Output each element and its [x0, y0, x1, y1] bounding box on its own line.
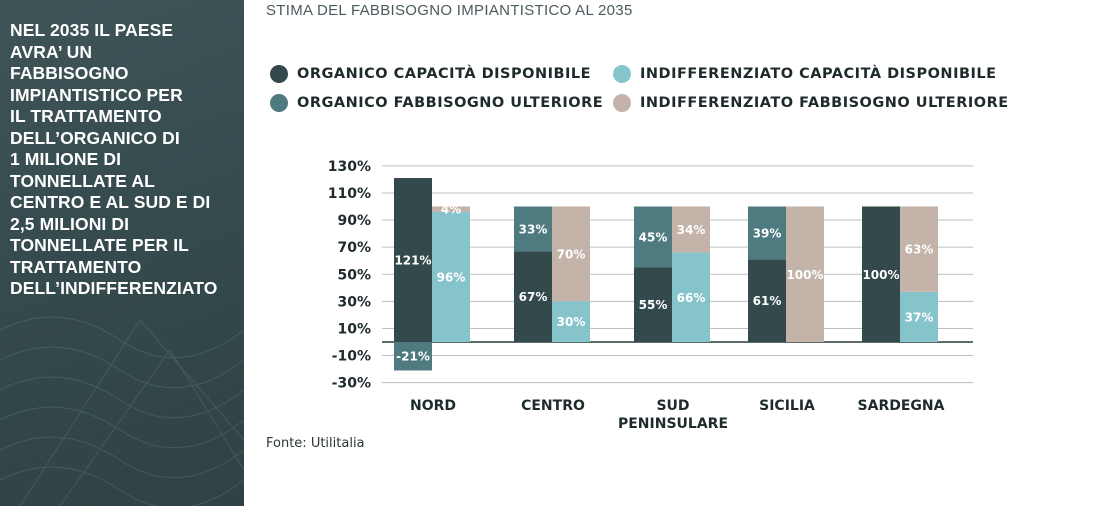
data-label: 66%: [677, 291, 706, 305]
data-label: 100%: [862, 268, 899, 282]
bar-segment: [432, 211, 470, 342]
y-tick-label: 130%: [328, 159, 371, 175]
legend-item-organico-disponibile: ORGANICO CAPACITÀ DISPONIBILE: [270, 65, 591, 83]
x-tick-label: PENINSULARE: [618, 416, 728, 432]
chart-title: STIMA DEL FABBISOGNO IMPIANTISTICO AL 20…: [266, 2, 633, 19]
y-tick-label: 110%: [328, 186, 371, 202]
data-label: 67%: [519, 290, 548, 304]
bar-segment: [514, 251, 552, 342]
bar-segment: [900, 291, 938, 342]
sidebar-headline: NEL 2035 IL PAESE AVRA’ UN FABBISOGNO IM…: [10, 20, 218, 298]
y-tick-label: -10%: [332, 349, 371, 365]
legend-label: ORGANICO FABBISOGNO ULTERIORE: [297, 95, 604, 111]
data-label: 33%: [519, 222, 548, 236]
legend-item-indiff-disponibile: INDIFFERENZIATO CAPACITÀ DISPONIBILE: [613, 65, 997, 83]
chart-legend: ORGANICO CAPACITÀ DISPONIBILE INDIFFEREN…: [266, 62, 1046, 122]
x-tick-label: CENTRO: [521, 398, 585, 414]
bar-segment: [394, 178, 432, 342]
bar-segment: [432, 206, 470, 212]
bar-segment: [672, 206, 710, 253]
bar-segment: [634, 206, 672, 268]
legend-swatch: [613, 94, 631, 112]
bar-segment: [900, 206, 938, 292]
bar-segment: [748, 206, 786, 260]
x-tick-label: SUD: [656, 398, 689, 414]
data-label: 61%: [753, 294, 782, 308]
x-tick-label: NORD: [410, 398, 456, 414]
bar-segment: [634, 267, 672, 342]
data-label: 121%: [394, 254, 431, 268]
sidebar-pattern: [0, 316, 244, 506]
y-tick-label: 50%: [337, 267, 371, 283]
legend-item-indiff-ulteriore: INDIFFERENZIATO FABBISOGNO ULTERIORE: [613, 94, 1009, 112]
data-label: 37%: [905, 310, 934, 324]
bar-segment: [552, 206, 590, 302]
legend-swatch: [613, 65, 631, 83]
data-label: 63%: [905, 243, 934, 257]
legend-label: ORGANICO CAPACITÀ DISPONIBILE: [297, 66, 592, 82]
y-tick-label: 30%: [337, 294, 371, 310]
bar-segment: [786, 206, 824, 342]
bar-segment: [552, 301, 590, 342]
x-tick-label: SICILIA: [759, 398, 815, 414]
data-label: 55%: [639, 298, 668, 312]
bar-segment: [394, 342, 432, 371]
y-tick-label: 70%: [337, 240, 371, 256]
bar-segment: [672, 252, 710, 342]
y-tick-label: 10%: [337, 321, 371, 337]
data-label: 34%: [677, 223, 706, 237]
legend-label: INDIFFERENZIATO CAPACITÀ DISPONIBILE: [640, 66, 997, 82]
data-label: 4%: [441, 203, 461, 217]
data-label: -21%: [396, 350, 430, 364]
bar-segment: [862, 206, 900, 342]
y-tick-label: -30%: [332, 376, 371, 392]
data-label: 96%: [437, 270, 466, 284]
data-label: 100%: [786, 268, 823, 282]
data-label: 45%: [639, 230, 668, 244]
legend-swatch: [270, 94, 288, 112]
data-label: 30%: [557, 315, 586, 329]
bar-segment: [514, 206, 552, 252]
legend-label: INDIFFERENZIATO FABBISOGNO ULTERIORE: [640, 95, 1009, 111]
x-tick-label: SARDEGNA: [858, 398, 945, 414]
sidebar-panel: NEL 2035 IL PAESE AVRA’ UN FABBISOGNO IM…: [0, 0, 244, 506]
legend-swatch: [270, 65, 288, 83]
bar-segment: [748, 259, 786, 342]
source-note: Fonte: Utilitalia: [266, 436, 365, 451]
y-tick-label: 90%: [337, 213, 371, 229]
data-label: 70%: [557, 247, 586, 261]
data-label: 39%: [753, 226, 782, 240]
legend-item-organico-ulteriore: ORGANICO FABBISOGNO ULTERIORE: [270, 94, 603, 112]
